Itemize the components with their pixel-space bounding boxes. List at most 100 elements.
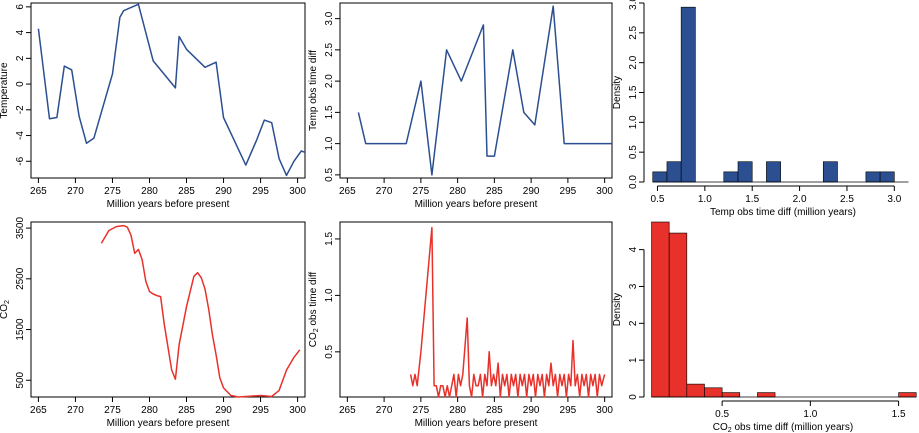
- y-tick-label: 2.0: [324, 74, 335, 88]
- x-tick-label: 1.0: [698, 194, 712, 205]
- x-tick-label: 280: [449, 186, 466, 197]
- x-tick-label: 2.0: [793, 194, 807, 205]
- plot-frame: [30, 221, 306, 398]
- x-tick-label: 295: [560, 186, 577, 197]
- y-axis-title: CO2 obs time diff: [308, 272, 320, 348]
- series-line: [357, 5, 612, 176]
- x-tick-label: 285: [486, 405, 503, 416]
- y-tick-label: 0.0: [628, 175, 639, 189]
- chart-co2: 265 270 275 280 285 290 295 300 500 1500 2500 3500 M…: [0, 217, 306, 429]
- y-tick-label: 0: [628, 394, 639, 400]
- y-axis-title: Temp obs time diff: [308, 50, 319, 131]
- y-tick-label: -2: [15, 105, 26, 114]
- x-tick-label: 265: [339, 186, 356, 197]
- x-tick-label: 265: [339, 405, 356, 416]
- y-axis-title: CO2: [0, 300, 11, 319]
- y-tick-label: 4: [15, 29, 26, 35]
- x-tick-label: 270: [376, 186, 393, 197]
- x-axis-title: Million years before present: [415, 418, 538, 429]
- histogram-bar: [668, 232, 688, 398]
- y-tick-label: 0.5: [628, 145, 639, 159]
- y-tick-label: 1.5: [628, 85, 639, 99]
- x-tick-label: 280: [141, 186, 158, 197]
- x-axis-title: Million years before present: [107, 199, 230, 210]
- y-tick-label: 2.5: [324, 42, 335, 56]
- x-tick-label: 290: [523, 405, 540, 416]
- y-tick-label: 3: [628, 283, 639, 289]
- x-tick-label: 0.5: [651, 194, 665, 205]
- x-tick-label: 275: [413, 405, 430, 416]
- x-tick-label: 295: [252, 405, 269, 416]
- x-tick-label: 285: [178, 186, 195, 197]
- x-tick-label: 1.0: [803, 409, 817, 420]
- x-tick-label: 0.5: [715, 409, 729, 420]
- x-tick-label: 300: [596, 405, 613, 416]
- y-axis-title: Density: [612, 76, 623, 109]
- chart-temperature: 265 270 275 280 285 290 295 300 -6 -4 -2 0 2 4 6 Millio…: [0, 2, 306, 210]
- x-tick-label: 265: [30, 186, 47, 197]
- histogram-bar: [865, 171, 881, 183]
- x-tick-label: 270: [376, 405, 393, 416]
- histogram-bar: [737, 161, 753, 183]
- plot-frame: [339, 2, 613, 179]
- histogram-bar: [721, 392, 741, 398]
- x-tick-label: 265: [30, 405, 47, 416]
- x-tick-label: 290: [215, 186, 232, 197]
- y-tick-label: 500: [15, 371, 26, 388]
- y-tick-label: 3.0: [324, 11, 335, 25]
- x-axis-title: CO2 obs time diff (million years): [713, 422, 853, 433]
- x-tick-label: 290: [215, 405, 232, 416]
- x-tick-label: 1.5: [745, 194, 759, 205]
- chart-temp-obs-time-diff: 265 270 275 280 285 290 295 300 0.5 1.0 1.5 2.0 2.5 3…: [308, 2, 613, 210]
- histogram-bar: [723, 171, 739, 183]
- x-tick-label: 295: [560, 405, 577, 416]
- y-tick-label: 2: [15, 55, 26, 61]
- y-tick-label: 3.0: [628, 0, 639, 10]
- x-tick-label: 3.0: [887, 194, 901, 205]
- y-tick-label: 0.5: [324, 167, 335, 181]
- y-tick-label: 1500: [15, 318, 26, 341]
- x-tick-label: 290: [523, 186, 540, 197]
- x-tick-label: 1.5: [892, 409, 906, 420]
- chart-co2-diff-histogram: 0.5 1.0 1.5 0 1 2 3 4 CO2 obs time diff (million…: [612, 221, 917, 433]
- x-axis-title: Temp obs time diff (million years): [710, 207, 856, 218]
- y-tick-label: 1: [628, 357, 639, 363]
- y-tick-label: 2.0: [628, 55, 639, 69]
- x-tick-label: 275: [104, 186, 121, 197]
- y-axis-title: Temperature: [0, 62, 10, 119]
- chart-co2-obs-time-diff: 265 270 275 280 285 290 295 300 0.5 1.0 1.5 Million…: [308, 221, 613, 429]
- histogram-bar: [651, 221, 670, 398]
- x-axis-title: Million years before present: [107, 418, 230, 429]
- y-tick-label: 1.5: [324, 232, 335, 246]
- series-line: [100, 224, 301, 398]
- x-tick-label: 270: [67, 186, 84, 197]
- x-tick-label: 300: [596, 186, 613, 197]
- plot-frame: [30, 2, 306, 179]
- y-tick-label: 2500: [15, 267, 26, 290]
- y-tick-label: 1.5: [324, 105, 335, 119]
- y-tick-label: 2: [628, 320, 639, 326]
- x-tick-label: 275: [413, 186, 430, 197]
- series-line: [409, 226, 606, 398]
- y-tick-label: 3500: [15, 217, 26, 240]
- y-tick-label: 1.0: [324, 136, 335, 150]
- histogram-bar: [704, 387, 723, 398]
- x-tick-label: 300: [289, 405, 306, 416]
- histogram-bar: [686, 383, 705, 398]
- histogram-bar: [680, 6, 696, 183]
- y-tick-label: -4: [15, 131, 26, 140]
- histogram-bar: [666, 161, 682, 183]
- x-tick-label: 275: [104, 405, 121, 416]
- y-tick-label: 1.0: [324, 288, 335, 302]
- y-tick-label: 0.5: [324, 344, 335, 358]
- x-tick-label: 295: [252, 186, 269, 197]
- x-tick-label: 300: [289, 186, 306, 197]
- histogram-bar: [652, 171, 668, 183]
- y-tick-label: 1.0: [628, 115, 639, 129]
- y-tick-label: 4: [628, 246, 639, 252]
- x-tick-label: 285: [486, 186, 503, 197]
- x-tick-label: 2.5: [840, 194, 854, 205]
- x-tick-label: 280: [449, 405, 466, 416]
- y-tick-label: -6: [15, 156, 26, 165]
